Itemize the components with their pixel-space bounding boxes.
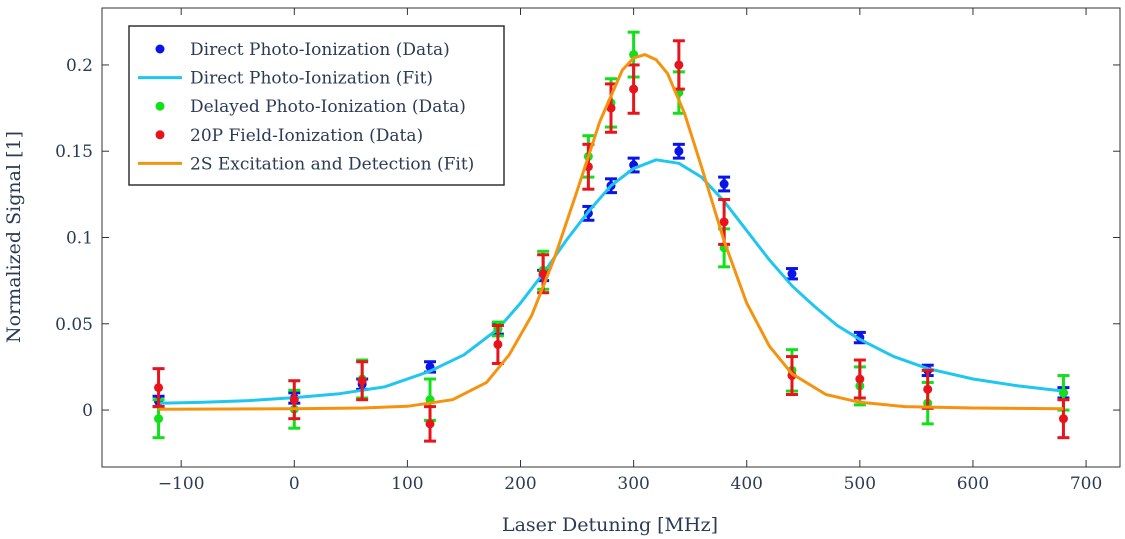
data-marker [719,217,729,227]
series-20p-field-ionization-data [152,39,1070,443]
data-marker [1058,388,1068,398]
fit-line-2s-excitation-and-detection-fit [158,53,1064,411]
x-tick-label: 0 [289,474,300,494]
fit-line-direct-photo-ionization-fit [158,158,1064,405]
series-direct-photo-ionization-fit [158,158,1064,405]
y-tick-label: 0.2 [66,56,93,76]
data-marker [923,384,933,394]
legend-box [128,25,505,186]
data-point [627,63,640,115]
data-point [853,358,866,400]
data-marker [719,179,729,189]
legend: Direct Photo-Ionization (Data) Direct Pho… [128,25,505,186]
data-marker [289,395,299,405]
x-tick-label: 500 [844,474,876,494]
data-point [356,360,369,402]
data-marker [1058,414,1068,424]
data-marker [154,383,164,393]
legend-item: 20P Field-Ionization (Data) [155,126,423,146]
axis-ticks: −100 0 100 200 300 400 500 600 700 0 0.05 0.1 0.15 0.… [55,8,1120,494]
x-axis-title: Laser Detuning [MHz] [502,514,718,536]
data-marker [674,60,684,70]
data-marker [606,103,616,113]
legend-label: Direct Photo-Ionization (Data) [190,40,450,60]
legend-item: Direct Photo-Ionization (Fit) [138,69,433,89]
data-point [424,405,437,443]
data-marker [425,419,435,429]
legend-item: 2S Excitation and Detection (Fit) [138,154,474,174]
y-axis-title: Normalized Signal [1] [3,131,25,343]
legend-label: Delayed Photo-Ionization (Data) [190,97,466,117]
data-point [288,379,301,421]
x-tick-label: 200 [504,474,536,494]
x-tick-label: 300 [617,474,649,494]
x-tick-label: 400 [731,474,763,494]
x-tick-label: 600 [957,474,989,494]
legend-marker-swatch [155,44,165,54]
x-tick-label: −100 [158,474,205,494]
data-marker [674,146,684,156]
x-tick-label: 100 [391,474,423,494]
data-marker [538,269,548,279]
y-tick-label: 0.05 [55,315,93,335]
series-layer [152,30,1070,443]
data-point [672,142,685,160]
x-tick-label: 700 [1070,474,1102,494]
y-tick-label: 0.1 [66,229,93,249]
data-point [1057,398,1070,440]
legend-label: 20P Field-Ionization (Data) [190,126,423,146]
series-2s-excitation-and-detection-fit [158,53,1064,411]
data-marker [787,269,797,279]
data-marker [855,374,865,384]
data-point [152,367,165,409]
legend-label: 2S Excitation and Detection (Fit) [190,154,474,174]
data-marker [629,84,639,94]
y-tick-label: 0.15 [55,142,93,162]
legend-item: Direct Photo-Ionization (Data) [155,40,450,60]
data-marker [493,339,503,349]
data-marker [154,414,164,424]
legend-item: Delayed Photo-Ionization (Data) [155,97,466,117]
legend-marker-swatch [155,130,165,140]
y-tick-label: 0 [82,401,93,421]
data-marker [357,376,367,386]
legend-label: Direct Photo-Ionization (Fit) [190,69,433,89]
legend-marker-swatch [155,101,165,111]
data-point [718,175,731,193]
